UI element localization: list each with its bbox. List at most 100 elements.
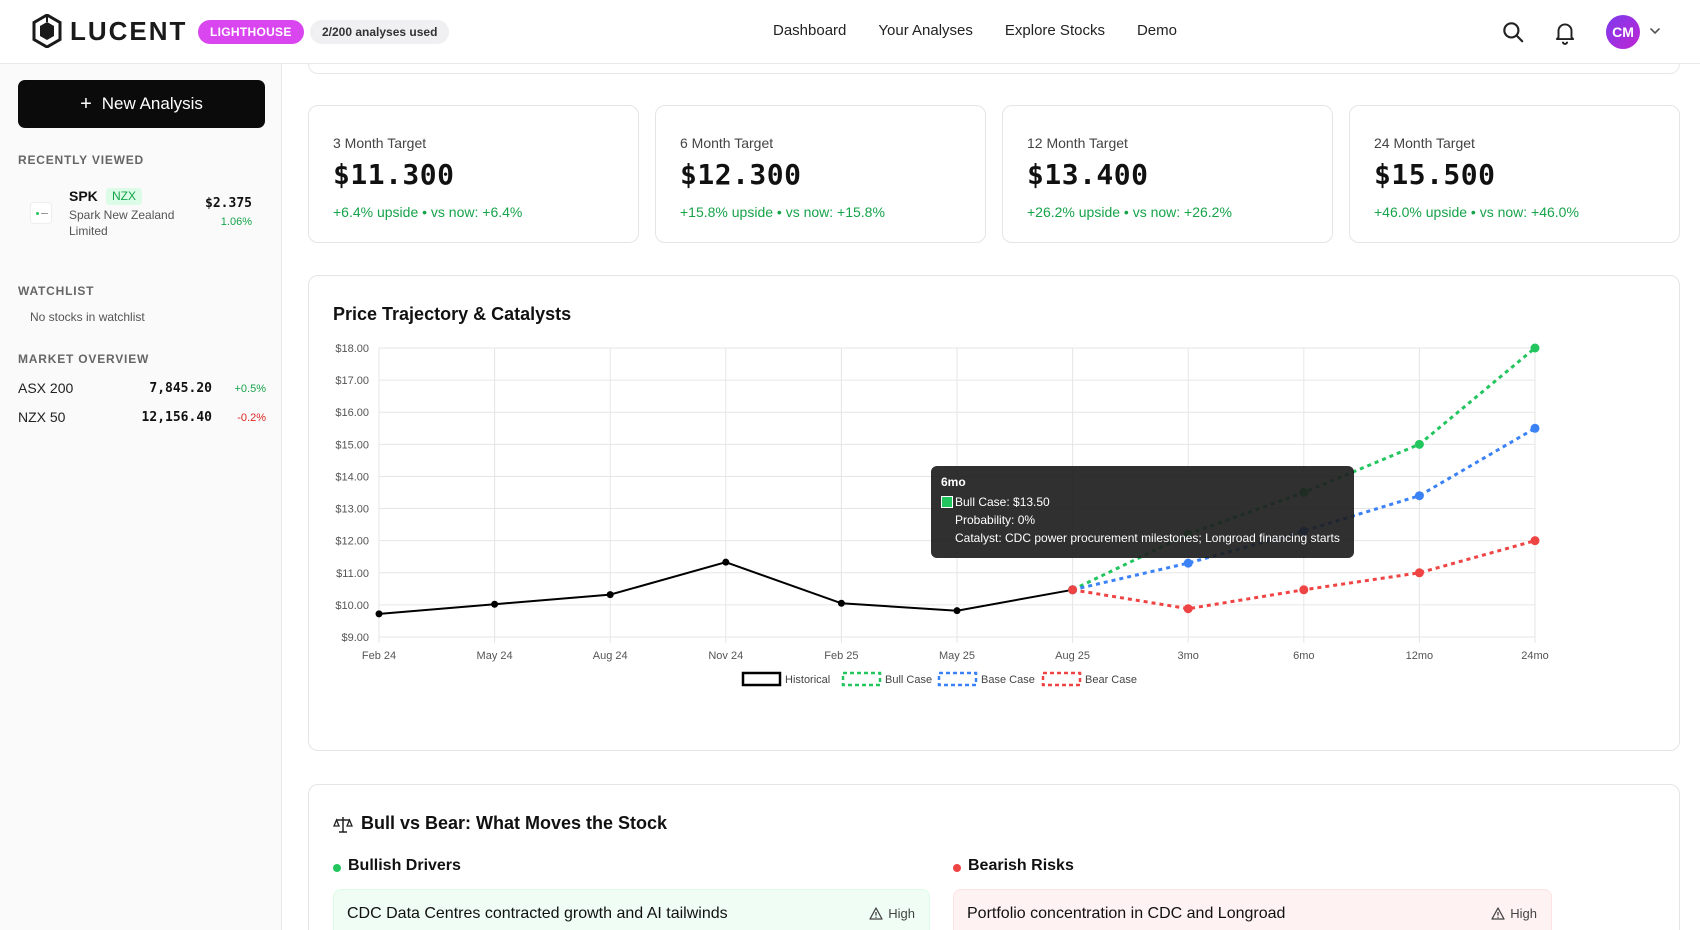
target-label: 24 Month Target	[1374, 135, 1475, 151]
data-point-bear-case	[1183, 604, 1193, 614]
x-tick-label: 3mo	[1177, 650, 1198, 662]
data-point-bear-case	[1414, 568, 1424, 578]
previous-card-edge	[308, 64, 1680, 74]
x-tick-label: Feb 25	[824, 650, 858, 662]
y-tick-label: $9.00	[341, 632, 369, 644]
y-tick-label: $14.00	[335, 471, 369, 483]
nav-explore-stocks[interactable]: Explore Stocks	[1004, 22, 1105, 39]
tooltip-value: Bull Case: $13.50	[955, 495, 1050, 509]
brand-logo[interactable]: LUCENT	[32, 14, 187, 48]
x-tick-label: May 25	[939, 650, 975, 662]
tooltip-title: 6mo	[941, 475, 966, 489]
nav-your-analyses[interactable]: Your Analyses	[878, 22, 973, 39]
target-card-6m: 6 Month Target $12.300 +15.8% upside • v…	[655, 105, 986, 243]
target-card-24m: 24 Month Target $15.500 +46.0% upside • …	[1349, 105, 1680, 243]
new-analysis-label: New Analysis	[101, 94, 203, 113]
lucent-logo-icon	[32, 14, 62, 48]
chevron-down-icon[interactable]	[1648, 24, 1662, 38]
legend-label: Historical	[785, 674, 830, 686]
stock-ticker: SPK	[69, 188, 98, 204]
y-tick-label: $12.00	[335, 536, 369, 548]
bull-bear-title: Bull vs Bear: What Moves the Stock	[361, 813, 668, 833]
new-analysis-button[interactable]: + New Analysis	[18, 80, 265, 128]
market-change: -0.2%	[237, 412, 266, 424]
y-tick-label: $15.00	[335, 439, 369, 451]
bear-dot-icon	[953, 864, 961, 872]
tooltip-swatch	[941, 496, 953, 508]
chart-tooltip: 6mo Bull Case: $13.50 Probability: 0% Ca…	[931, 466, 1354, 558]
x-tick-label: Feb 24	[362, 650, 396, 662]
impact-label: High	[888, 906, 915, 921]
legend-swatch	[841, 671, 882, 687]
user-avatar[interactable]: CM	[1606, 15, 1640, 49]
legend-swatch	[1041, 671, 1082, 687]
search-icon[interactable]	[1500, 19, 1526, 45]
main-content: 3 Month Target $11.300 +6.4% upside • vs…	[282, 64, 1700, 930]
x-tick-label: Aug 25	[1055, 650, 1090, 662]
target-upside: +6.4% upside • vs now: +6.4%	[333, 204, 523, 220]
target-price: $13.400	[1027, 158, 1149, 191]
y-tick-label: $16.00	[335, 407, 369, 419]
plan-badge: LIGHTHOUSE	[198, 20, 304, 44]
data-point-historical	[375, 610, 383, 618]
data-point-bull-case	[1530, 343, 1540, 353]
data-point-bull-case	[1414, 439, 1424, 449]
legend-swatch	[937, 671, 978, 687]
stock-name: Spark New Zealand Limited	[69, 208, 175, 238]
y-tick-label: $10.00	[335, 600, 369, 612]
nav-dashboard[interactable]: Dashboard	[773, 22, 847, 39]
data-point-historical	[837, 599, 845, 607]
market-change: +0.5%	[234, 383, 267, 395]
nav-demo[interactable]: Demo	[1136, 22, 1177, 39]
target-price: $12.300	[680, 158, 802, 191]
watchlist-empty-message: No stocks in watchlist	[30, 310, 145, 324]
y-tick-label: $13.00	[335, 504, 369, 516]
target-card-12m: 12 Month Target $13.400 +26.2% upside • …	[1002, 105, 1333, 243]
warning-icon	[1491, 907, 1505, 920]
data-point-historical	[606, 591, 614, 599]
x-tick-label: Nov 24	[708, 650, 743, 662]
data-point-historical	[953, 607, 961, 615]
impact-badge: High	[1491, 906, 1537, 921]
sidebar: + New Analysis RECENTLY VIEWED SPK NZX S…	[0, 64, 282, 930]
usage-badge: 2/200 analyses used	[310, 20, 450, 44]
market-row-asx200[interactable]: ASX 200 7,845.20 +0.5%	[18, 380, 266, 400]
target-price: $11.300	[333, 158, 455, 191]
bear-risk-item[interactable]: Portfolio concentration in CDC and Longr…	[953, 889, 1552, 930]
data-point-bear-case	[1299, 585, 1309, 595]
data-point-historical	[491, 600, 499, 608]
bull-driver-item[interactable]: CDC Data Centres contracted growth and A…	[333, 889, 930, 930]
recent-stock-item[interactable]: SPK NZX Spark New Zealand Limited $2.375…	[18, 188, 264, 248]
top-navigation-bar: LUCENT LIGHTHOUSE 2/200 analyses used Da…	[0, 0, 1700, 64]
x-tick-label: 12mo	[1406, 650, 1434, 662]
brand-name: LUCENT	[70, 15, 188, 46]
market-value: 12,156.40	[141, 410, 212, 425]
bullish-drivers-heading: Bullish Drivers	[348, 857, 461, 874]
data-point-historical	[722, 558, 730, 566]
data-point-base-case	[1183, 558, 1193, 568]
x-tick-label: 24mo	[1521, 650, 1549, 662]
target-label: 6 Month Target	[680, 135, 774, 151]
bell-icon[interactable]	[1552, 19, 1578, 45]
y-tick-label: $18.00	[335, 343, 369, 355]
x-tick-label: Aug 24	[593, 650, 628, 662]
price-trajectory-card: Price Trajectory & Catalysts $9.00 $10.00…	[308, 275, 1680, 751]
bull-vs-bear-card: Bull vs Bear: What Moves the Stock Bulli…	[308, 784, 1680, 930]
bull-dot-icon	[333, 864, 341, 872]
stock-logo-icon	[30, 202, 52, 224]
chart-title: Price Trajectory & Catalysts	[333, 304, 572, 324]
main-nav: Dashboard Your Analyses Explore Stocks D…	[773, 22, 1177, 39]
target-label: 3 Month Target	[333, 135, 427, 151]
market-name: NZX 50	[18, 409, 66, 425]
stock-price: $2.375	[205, 196, 252, 211]
market-name: ASX 200	[18, 380, 74, 396]
data-point-bear-case	[1068, 585, 1078, 595]
impact-badge: High	[869, 906, 915, 921]
stock-change: 1.06%	[220, 216, 252, 228]
legend-label: Bear Case	[1085, 674, 1137, 686]
plus-icon: +	[80, 92, 92, 115]
y-tick-label: $17.00	[335, 375, 369, 387]
x-tick-label: May 24	[477, 650, 513, 662]
tooltip-probability: Probability: 0%	[955, 513, 1036, 527]
market-row-nzx50[interactable]: NZX 50 12,156.40 -0.2%	[18, 409, 266, 429]
